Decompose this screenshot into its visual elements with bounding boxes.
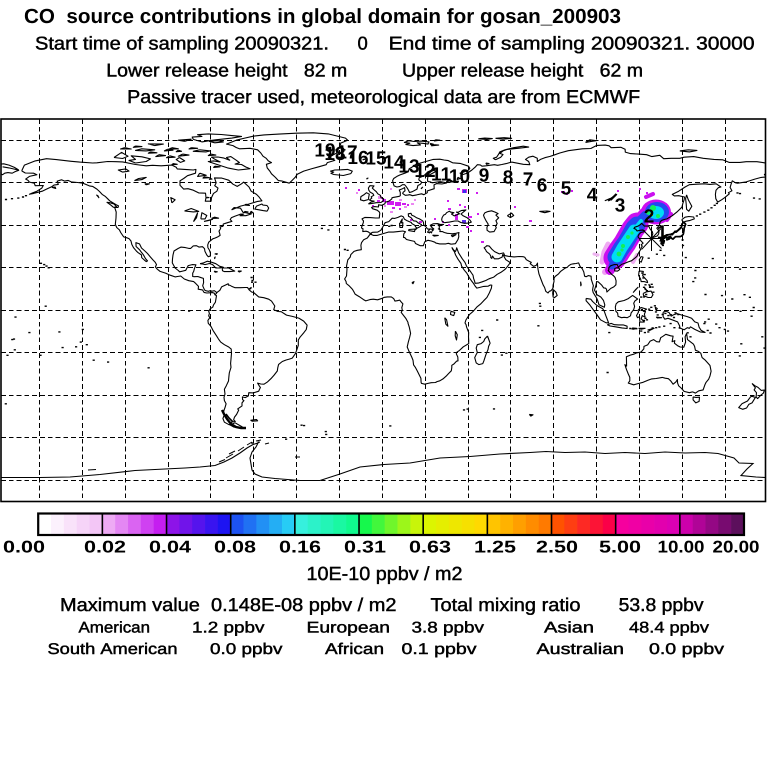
svg-text:12: 12: [414, 161, 435, 182]
svg-text:Asian: Asian: [544, 619, 594, 636]
svg-text:Maximum value 0.148E-08 ppbv: Maximum value 0.148E-08 ppbv / m2: [60, 594, 397, 615]
svg-text:0.00: 0.00: [3, 538, 45, 557]
svg-text:2: 2: [644, 207, 655, 228]
svg-text:African: African: [325, 641, 384, 658]
svg-text:CO source contributions in gl: CO source contributions in global domain…: [24, 5, 621, 28]
svg-text:18: 18: [324, 144, 345, 165]
svg-text:0.08: 0.08: [214, 538, 256, 557]
svg-text:8: 8: [503, 168, 514, 189]
svg-text:2.50: 2.50: [536, 538, 578, 557]
svg-text:0: 0: [358, 32, 368, 53]
svg-text:0.1 ppbv: 0.1 ppbv: [402, 641, 477, 658]
svg-text:19: 19: [314, 141, 335, 162]
svg-text:5.00: 5.00: [599, 538, 641, 557]
svg-text:1: 1: [657, 223, 668, 244]
svg-text:14: 14: [383, 153, 405, 174]
svg-text:Lower release height 82 m: Lower release height 82 m: [106, 60, 347, 81]
svg-text:6: 6: [537, 176, 548, 197]
svg-text:Passive tracer used, meteorolo: Passive tracer used, meteorological data…: [127, 86, 640, 107]
svg-text:5: 5: [561, 179, 572, 200]
svg-text:European: European: [307, 619, 391, 636]
svg-text:3: 3: [615, 196, 626, 217]
svg-text:0.63: 0.63: [409, 538, 451, 557]
svg-text:1.25: 1.25: [474, 538, 516, 557]
svg-text:Start time of sampling 2009032: Start time of sampling 20090321.: [35, 32, 329, 53]
svg-text:20.00: 20.00: [713, 538, 760, 557]
svg-text:0.02: 0.02: [84, 538, 126, 557]
svg-text:53.8 ppbv: 53.8 ppbv: [619, 594, 705, 615]
svg-text:End time of sampling 20090321.: End time of sampling 20090321. 30000: [389, 32, 755, 53]
svg-text:South American: South American: [48, 641, 178, 658]
svg-text:16: 16: [347, 148, 368, 169]
svg-text:0.0 ppbv: 0.0 ppbv: [649, 641, 724, 658]
svg-text:0.31: 0.31: [344, 538, 386, 557]
svg-text:7: 7: [523, 170, 534, 191]
svg-text:3.8 ppbv: 3.8 ppbv: [412, 619, 485, 636]
svg-text:0.0 ppbv: 0.0 ppbv: [210, 641, 283, 658]
svg-text:11: 11: [431, 165, 452, 186]
svg-text:American: American: [79, 619, 151, 636]
svg-text:48.4 ppbv: 48.4 ppbv: [629, 619, 709, 636]
svg-text:4: 4: [587, 185, 598, 206]
svg-text:10E-10 ppbv / m2: 10E-10 ppbv / m2: [307, 564, 463, 585]
svg-text:9: 9: [479, 166, 490, 187]
svg-text:Total mixing ratio: Total mixing ratio: [431, 594, 581, 615]
svg-text:10: 10: [449, 167, 470, 188]
svg-text:Australian: Australian: [537, 641, 625, 658]
svg-text:0.16: 0.16: [279, 538, 321, 557]
svg-text:1.2 ppbv: 1.2 ppbv: [192, 619, 265, 636]
svg-text:13: 13: [398, 157, 419, 178]
svg-text:0.04: 0.04: [149, 538, 192, 557]
svg-text:17: 17: [336, 143, 357, 164]
svg-text:10.00: 10.00: [658, 538, 705, 557]
svg-text:Upper release height 62 m: Upper release height 62 m: [402, 60, 643, 81]
svg-text:15: 15: [365, 149, 387, 170]
